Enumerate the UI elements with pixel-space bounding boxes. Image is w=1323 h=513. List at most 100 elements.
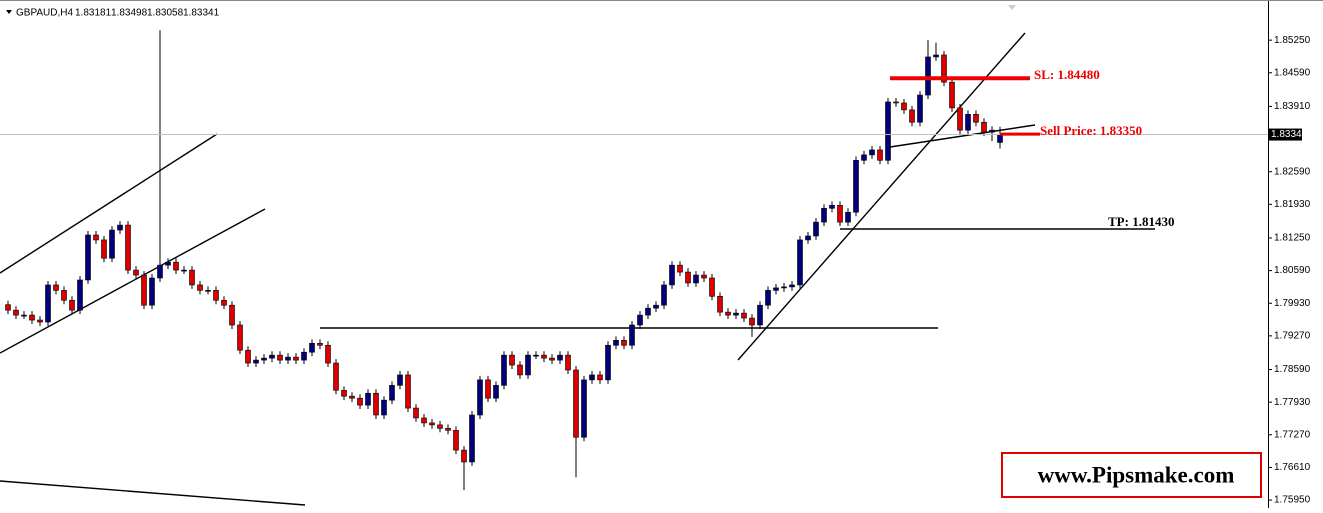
candle-body xyxy=(725,311,731,316)
candle-body xyxy=(149,277,155,306)
candle-body xyxy=(205,290,211,292)
candle-body xyxy=(669,264,675,286)
candle-body xyxy=(221,299,227,306)
candle-body xyxy=(413,407,419,419)
candle-body xyxy=(821,207,827,223)
candle-body xyxy=(661,284,667,306)
candle-body xyxy=(445,428,451,431)
high-label: 1.83498 xyxy=(111,8,148,19)
y-tick-label: 1.81250 xyxy=(1274,233,1311,244)
symbol-label: GBPAUD,H4 xyxy=(16,8,73,19)
candle-body xyxy=(789,284,795,288)
candle-body xyxy=(133,269,139,276)
trendlines xyxy=(0,32,1036,506)
candle-body xyxy=(909,109,915,123)
candle-body xyxy=(61,290,67,301)
candle-body xyxy=(229,304,235,326)
candle-body xyxy=(797,239,803,286)
candle-body xyxy=(309,342,315,353)
candle-body xyxy=(157,264,163,279)
y-tick-label: 1.79270 xyxy=(1274,331,1311,342)
candle-body xyxy=(549,357,555,361)
open-label: 1.83181 xyxy=(75,8,112,19)
candle-body xyxy=(341,389,347,397)
y-tick-label: 1.84590 xyxy=(1274,67,1311,78)
candle-body xyxy=(141,274,147,306)
candle-body xyxy=(37,319,43,323)
candle-body xyxy=(517,364,523,376)
channel-upper xyxy=(0,133,218,274)
candle-body xyxy=(261,357,267,361)
y-tick-label: 1.83910 xyxy=(1274,101,1311,112)
candle-body xyxy=(581,379,587,438)
candle-body xyxy=(525,354,531,376)
y-tick-label: 1.85250 xyxy=(1274,35,1311,46)
candle-body xyxy=(565,354,571,371)
candle-body xyxy=(93,234,99,241)
candle-body xyxy=(453,430,459,451)
candle-body xyxy=(765,290,771,306)
candle-body xyxy=(389,385,395,401)
candle-body xyxy=(541,354,547,359)
candle-body xyxy=(829,205,835,209)
candle-body xyxy=(901,102,907,111)
candle-body xyxy=(653,304,659,309)
candle-body xyxy=(293,356,299,361)
candle-body xyxy=(197,284,203,291)
annotation-label: Sell Price: 1.83350 xyxy=(1040,123,1142,138)
candle-body xyxy=(53,284,59,291)
candle-body xyxy=(621,340,627,346)
candle-body xyxy=(685,271,691,284)
candle-body xyxy=(485,379,491,399)
low-label: 1.83058 xyxy=(147,8,184,19)
menu-arrow xyxy=(6,10,12,14)
candle-body xyxy=(693,274,699,284)
y-tick-label: 1.78590 xyxy=(1274,364,1311,375)
candle-body xyxy=(45,284,51,323)
candle-body xyxy=(741,312,747,319)
candle-body xyxy=(317,342,323,346)
candle-body xyxy=(109,229,115,259)
candle-body xyxy=(181,269,187,272)
candle-body xyxy=(773,287,779,291)
candle-body xyxy=(189,269,195,286)
candle-body xyxy=(405,374,411,409)
candle-body xyxy=(333,362,339,391)
y-tick-label: 1.75950 xyxy=(1274,495,1311,506)
y-tick-label: 1.77930 xyxy=(1274,397,1311,408)
candle-body xyxy=(557,354,563,361)
channel-lower xyxy=(0,208,266,354)
watermark: www.Pipsmake.com xyxy=(1038,462,1235,487)
candle-body xyxy=(813,221,819,237)
candle-body xyxy=(269,354,275,359)
candle-body xyxy=(941,54,947,83)
candle-body xyxy=(301,351,307,361)
candle-body xyxy=(13,309,19,316)
candle-body xyxy=(501,354,507,386)
candle-body xyxy=(253,359,259,364)
candle-body xyxy=(957,107,963,131)
candle-body xyxy=(749,317,755,326)
candle-body xyxy=(885,101,891,161)
candle-body xyxy=(477,379,483,416)
close-label: 1.83341 xyxy=(183,8,220,19)
candle-body xyxy=(573,369,579,438)
candle-body xyxy=(989,129,995,133)
candle-body xyxy=(949,81,955,109)
y-tick-label: 1.79930 xyxy=(1274,298,1311,309)
candle-body xyxy=(21,314,27,317)
candle-body xyxy=(5,304,11,311)
candle-body xyxy=(357,397,363,406)
candle-body xyxy=(29,314,35,321)
candle-body xyxy=(381,399,387,416)
candle-body xyxy=(509,354,515,366)
candle-body xyxy=(613,340,619,346)
candle-body xyxy=(629,324,635,346)
candle-body xyxy=(373,392,379,416)
candle-body xyxy=(925,56,931,96)
price-tag-label: 1.83341 xyxy=(1271,129,1308,140)
candle-body xyxy=(717,296,723,313)
candle-body xyxy=(349,395,355,399)
candle-body xyxy=(173,261,179,271)
